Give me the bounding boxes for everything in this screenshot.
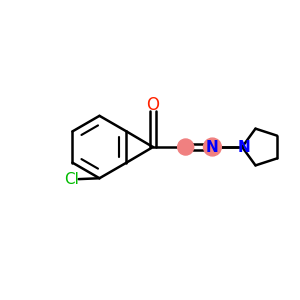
Circle shape <box>178 139 194 155</box>
Text: Cl: Cl <box>64 172 79 187</box>
Text: O: O <box>146 96 160 114</box>
Circle shape <box>203 138 221 156</box>
Text: N: N <box>206 140 219 154</box>
Text: N: N <box>237 140 250 154</box>
